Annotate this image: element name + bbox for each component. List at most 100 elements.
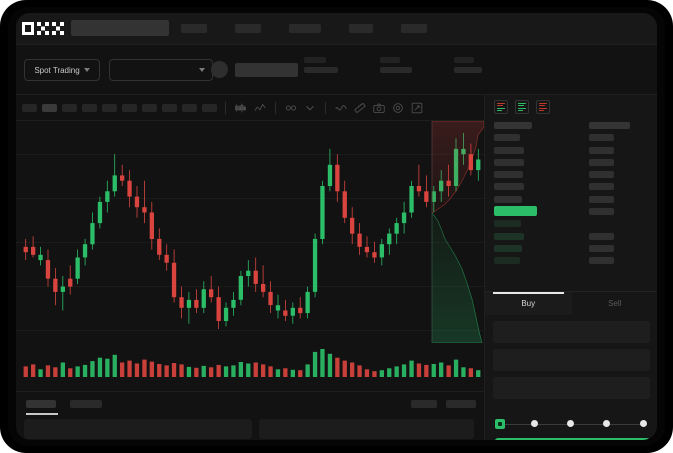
trading-pair-selector[interactable] [109,59,213,81]
timeframe-chip-2[interactable] [42,103,57,112]
okx-logo[interactable] [22,22,64,35]
order-book-rows[interactable] [485,119,657,267]
indicator-icon[interactable] [284,101,298,115]
price-field[interactable] [493,321,650,343]
order-book-ask-row[interactable] [485,193,657,205]
trading-app-screen: Spot Trading [16,13,657,440]
trade-tabs: Buy Sell [485,291,657,315]
slider-handle-active[interactable] [495,419,505,429]
timeframe-chip-9[interactable] [182,103,197,112]
compare-icon[interactable] [303,101,317,115]
orders-tab-bar [16,391,484,417]
slider-step-50[interactable] [567,420,574,427]
total-field[interactable] [493,377,650,399]
price-chart[interactable] [16,121,484,391]
stat-label [454,57,474,63]
bottom-action-2[interactable] [446,400,476,408]
measure-ruler-icon[interactable] [353,101,367,115]
orderbook-mode-asks[interactable] [536,100,550,114]
nav-item-1[interactable] [181,24,207,33]
amount-slider[interactable] [495,419,650,431]
candlestick-series [23,133,481,329]
tab-order-history[interactable] [70,400,102,408]
timeframe-chip-5[interactable] [102,103,117,112]
search-input[interactable] [71,20,169,36]
order-book-spread-row[interactable] [485,205,657,217]
timeframe-chip-1[interactable] [22,103,37,112]
bottom-panels [16,417,657,440]
orders-tabs [26,400,102,408]
market-bar: Spot Trading [16,45,657,95]
chevron-down-icon [199,68,205,72]
tab-sell[interactable]: Sell [572,292,658,315]
order-book-header-row [485,119,657,131]
camera-icon[interactable] [372,101,386,115]
timeframe-chip-3[interactable] [62,103,77,112]
order-book-ask-row[interactable] [485,180,657,192]
stat-value [304,67,338,73]
tab-buy-label: Buy [521,299,536,308]
orders-table-panel[interactable] [24,419,252,439]
timeframe-chip-4[interactable] [82,103,97,112]
order-book-bid-row[interactable] [485,254,657,266]
tab-open-orders[interactable] [26,400,56,408]
timeframe-chip-6[interactable] [122,103,137,112]
stat-cell [380,57,412,73]
logo-glyph-x [52,22,64,35]
toolbar-divider [325,101,326,114]
toolbar-divider [225,101,226,114]
bottom-action-1[interactable] [411,400,437,408]
order-book-bid-row[interactable] [485,217,657,229]
orderbook-mode-bids[interactable] [515,100,529,114]
trade-form [493,321,650,405]
slider-step-100[interactable] [640,420,647,427]
volume-histogram [23,349,481,377]
nav-item-5[interactable] [401,24,427,33]
slider-step-25[interactable] [531,420,538,427]
spread-highlight [494,206,537,217]
nav-item-2[interactable] [235,24,261,33]
stat-value [380,67,412,73]
amount-field[interactable] [493,349,650,371]
orders-actions [411,400,476,408]
stat-cell [304,57,338,73]
logo-glyph-k [37,22,49,35]
orderbook-mode-both[interactable] [494,100,508,114]
tab-buy[interactable]: Buy [485,292,572,315]
chart-gridlines [16,121,484,391]
settings-gear-icon[interactable] [391,101,405,115]
order-book-ask-row[interactable] [485,144,657,156]
pair-avatar [211,61,228,78]
spot-trading-selector[interactable]: Spot Trading [24,59,100,81]
orderbook-mode-toggles [494,100,550,114]
last-price-block [211,61,298,78]
order-book-bid-row[interactable] [485,242,657,254]
timeframe-chip-7[interactable] [142,103,157,112]
stat-label [380,57,400,63]
timeframe-chip-8[interactable] [162,103,177,112]
order-book-panel: Buy Sell [484,95,657,440]
tab-sell-label: Sell [608,299,622,308]
stat-label [304,57,326,63]
stat-value [454,67,482,73]
nav-item-3[interactable] [289,24,321,33]
timeframe-chip-10[interactable] [202,103,217,112]
order-book-ask-row[interactable] [485,131,657,143]
chevron-down-icon [83,68,90,72]
order-book-ask-row[interactable] [485,156,657,168]
positions-table-panel[interactable] [259,419,474,439]
place-order-button[interactable] [495,438,650,440]
market-depth-overlay [431,121,484,343]
app-header [16,13,657,45]
order-book-bid-row[interactable] [485,230,657,242]
spot-trading-label: Spot Trading [34,65,80,75]
order-book-ask-row[interactable] [485,168,657,180]
line-type-icon[interactable] [253,101,267,115]
slider-step-75[interactable] [603,420,610,427]
nav-item-4[interactable] [349,24,373,33]
active-tab-underline [26,413,58,415]
wave-indicator-icon[interactable] [334,101,348,115]
fullscreen-icon[interactable] [410,101,424,115]
toolbar-divider [275,101,276,114]
candlestick-icon[interactable] [234,101,248,115]
